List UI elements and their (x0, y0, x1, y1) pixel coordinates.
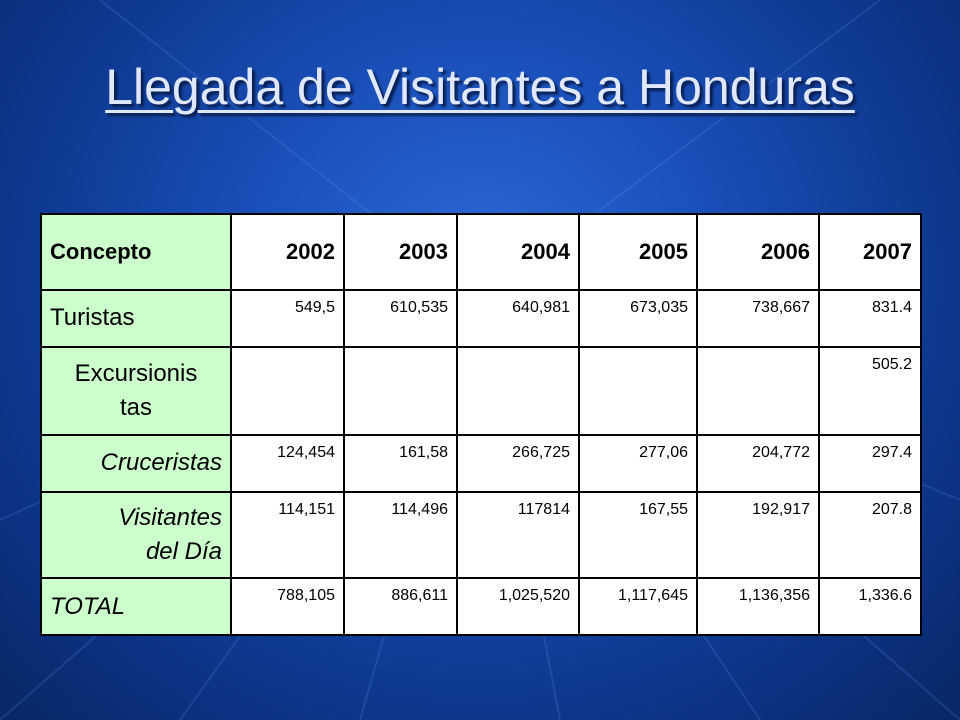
table-cell: 207.8 (818, 490, 922, 580)
table-cell: 124,454 (230, 434, 345, 493)
row-label-total: TOTAL (40, 577, 232, 636)
header-year: 2003 (343, 213, 458, 291)
table-cell (230, 346, 345, 437)
table-cell: 673,035 (578, 288, 698, 349)
table-cell: 610,535 (343, 288, 458, 349)
table-cell: 204,772 (696, 434, 820, 493)
table-cell: 297.4 (818, 434, 922, 493)
row-label-line: del Día (145, 538, 222, 566)
table-row: Excursionis tas 505.2 (40, 346, 922, 437)
table-header-row: Concepto 2002 2003 2004 2005 2006 2007 (40, 213, 922, 291)
table-cell: 640,981 (456, 288, 580, 349)
table-cell (578, 346, 698, 437)
table-row-total: TOTAL 788,105 886,611 1,025,520 1,117,64… (40, 577, 922, 636)
table-cell: 167,55 (578, 490, 698, 580)
table-cell: 277,06 (578, 434, 698, 493)
table-cell: 886,611 (343, 577, 458, 636)
table-cell (456, 346, 580, 437)
header-year: 2006 (696, 213, 820, 291)
row-label-line: tas (119, 394, 152, 422)
table-cell: 1,117,645 (578, 577, 698, 636)
table-cell: 266,725 (456, 434, 580, 493)
table-cell: 114,496 (343, 490, 458, 580)
table-row: Visitantes del Día 114,151 114,496 11781… (40, 490, 922, 580)
table-cell: 114,151 (230, 490, 345, 580)
table-cell: 1,136,356 (696, 577, 820, 636)
header-year: 2005 (578, 213, 698, 291)
header-year: 2007 (818, 213, 922, 291)
row-label-turistas: Turistas (40, 288, 232, 349)
table-cell (343, 346, 458, 437)
table-cell: 117814 (456, 490, 580, 580)
visitors-table: Concepto 2002 2003 2004 2005 2006 2007 T… (40, 213, 922, 636)
table-cell: 1,336.6 (818, 577, 922, 636)
table-cell: 831.4 (818, 288, 922, 349)
row-label-visitantes-del-dia: Visitantes del Día (40, 490, 232, 580)
table-cell: 192,917 (696, 490, 820, 580)
table-cell: 505.2 (818, 346, 922, 437)
table-cell: 788,105 (230, 577, 345, 636)
row-label-excursionistas: Excursionis tas (40, 346, 232, 437)
row-label-line: Excursionis (74, 360, 198, 388)
table-cell: 738,667 (696, 288, 820, 349)
header-concepto: Concepto (40, 213, 232, 291)
table-cell: 1,025,520 (456, 577, 580, 636)
row-label-line: Visitantes (118, 504, 222, 532)
table-cell (696, 346, 820, 437)
table-cell: 161,58 (343, 434, 458, 493)
table-cell: 549,5 (230, 288, 345, 349)
header-year: 2004 (456, 213, 580, 291)
table-row: Cruceristas 124,454 161,58 266,725 277,0… (40, 434, 922, 493)
slide-title: Llegada de Visitantes a Honduras (105, 59, 855, 115)
row-label-cruceristas: Cruceristas (40, 434, 232, 493)
header-year: 2002 (230, 213, 345, 291)
table-row: Turistas 549,5 610,535 640,981 673,035 7… (40, 288, 922, 349)
